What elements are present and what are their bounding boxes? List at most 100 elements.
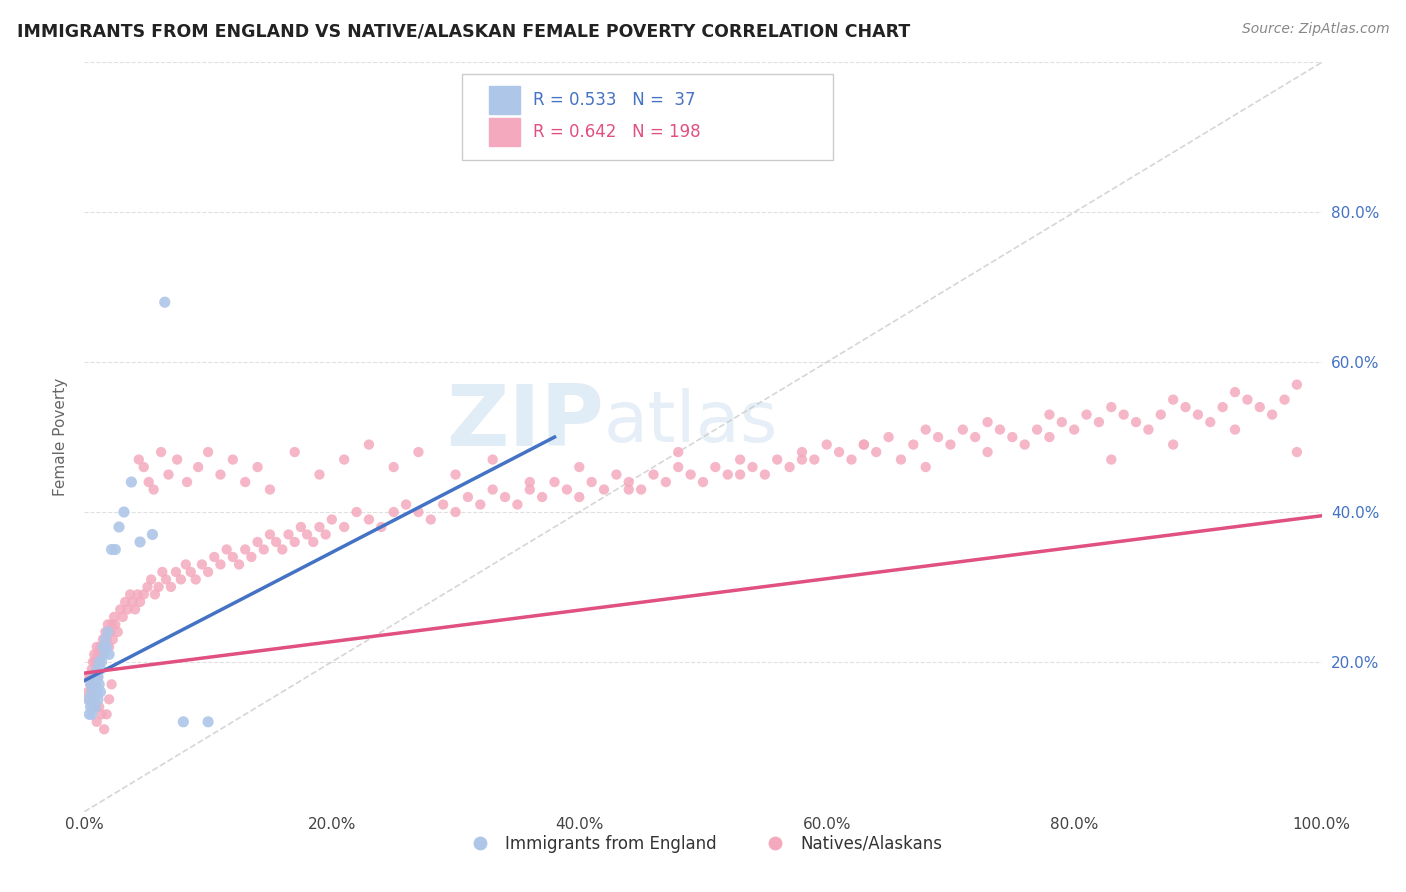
Point — [121, 595, 143, 609]
Point — [84, 655, 107, 669]
FancyBboxPatch shape — [489, 86, 520, 114]
Point — [284, 445, 307, 459]
Point — [1050, 415, 1073, 429]
Point — [96, 632, 118, 647]
Point — [346, 505, 368, 519]
Point — [86, 662, 108, 676]
Point — [852, 437, 875, 451]
Text: R = 0.642   N = 198: R = 0.642 N = 198 — [533, 123, 702, 141]
Point — [87, 692, 110, 706]
Point — [187, 460, 209, 475]
Point — [1026, 423, 1049, 437]
Point — [222, 452, 245, 467]
Point — [253, 542, 276, 557]
Point — [519, 475, 541, 489]
Point — [728, 467, 751, 482]
Point — [655, 475, 678, 489]
Point — [1112, 408, 1135, 422]
Text: R = 0.533   N =  37: R = 0.533 N = 37 — [533, 91, 696, 109]
Point — [233, 475, 256, 489]
Point — [143, 587, 166, 601]
Point — [180, 565, 202, 579]
Point — [91, 640, 114, 654]
Point — [1174, 400, 1197, 414]
Point — [228, 558, 250, 572]
Point — [93, 640, 115, 654]
Point — [605, 467, 627, 482]
Point — [191, 558, 214, 572]
Point — [1099, 400, 1122, 414]
Legend: Immigrants from England, Natives/Alaskans: Immigrants from England, Natives/Alaskan… — [457, 829, 949, 860]
Point — [89, 685, 111, 699]
Point — [148, 580, 170, 594]
Point — [240, 549, 263, 564]
Point — [79, 699, 101, 714]
Point — [308, 520, 330, 534]
Point — [976, 445, 998, 459]
Point — [82, 677, 104, 691]
Point — [852, 437, 875, 451]
Point — [80, 685, 103, 699]
Point — [457, 490, 479, 504]
Point — [1125, 415, 1147, 429]
Point — [568, 460, 591, 475]
Point — [103, 610, 125, 624]
Point — [1199, 415, 1222, 429]
Point — [302, 535, 325, 549]
Point — [1088, 415, 1111, 429]
Point — [90, 655, 112, 669]
Point — [104, 542, 127, 557]
Point — [82, 677, 104, 691]
Point — [259, 527, 281, 541]
Point — [127, 587, 149, 601]
Point — [79, 670, 101, 684]
Point — [97, 617, 120, 632]
Point — [100, 542, 122, 557]
Point — [79, 707, 101, 722]
Point — [790, 445, 813, 459]
Point — [83, 648, 105, 662]
Text: Source: ZipAtlas.com: Source: ZipAtlas.com — [1241, 22, 1389, 37]
Point — [470, 498, 492, 512]
Point — [160, 580, 183, 594]
Point — [132, 460, 155, 475]
Point — [617, 475, 640, 489]
Point — [914, 423, 936, 437]
Point — [1223, 385, 1246, 400]
Point — [666, 460, 689, 475]
Point — [89, 662, 111, 676]
Point — [1150, 408, 1173, 422]
Point — [815, 437, 838, 451]
Point — [90, 707, 112, 722]
Point — [77, 685, 100, 699]
Point — [165, 565, 187, 579]
Point — [94, 632, 117, 647]
Point — [1076, 408, 1098, 422]
Point — [170, 573, 193, 587]
Point — [98, 648, 121, 662]
Point — [138, 475, 160, 489]
Point — [100, 617, 122, 632]
Point — [83, 670, 105, 684]
Y-axis label: Female Poverty: Female Poverty — [53, 378, 69, 496]
Point — [166, 452, 188, 467]
Point — [111, 610, 134, 624]
Point — [215, 542, 238, 557]
FancyBboxPatch shape — [489, 118, 520, 146]
FancyBboxPatch shape — [461, 74, 832, 160]
Point — [91, 632, 114, 647]
Point — [264, 535, 287, 549]
Point — [321, 512, 343, 526]
Point — [333, 520, 356, 534]
Point — [568, 490, 591, 504]
Point — [988, 423, 1011, 437]
Point — [89, 655, 111, 669]
Point — [174, 558, 197, 572]
Point — [419, 512, 441, 526]
Point — [86, 685, 108, 699]
Point — [555, 483, 578, 497]
Point — [77, 692, 100, 706]
Point — [117, 602, 139, 616]
Point — [100, 677, 122, 691]
Point — [246, 460, 269, 475]
